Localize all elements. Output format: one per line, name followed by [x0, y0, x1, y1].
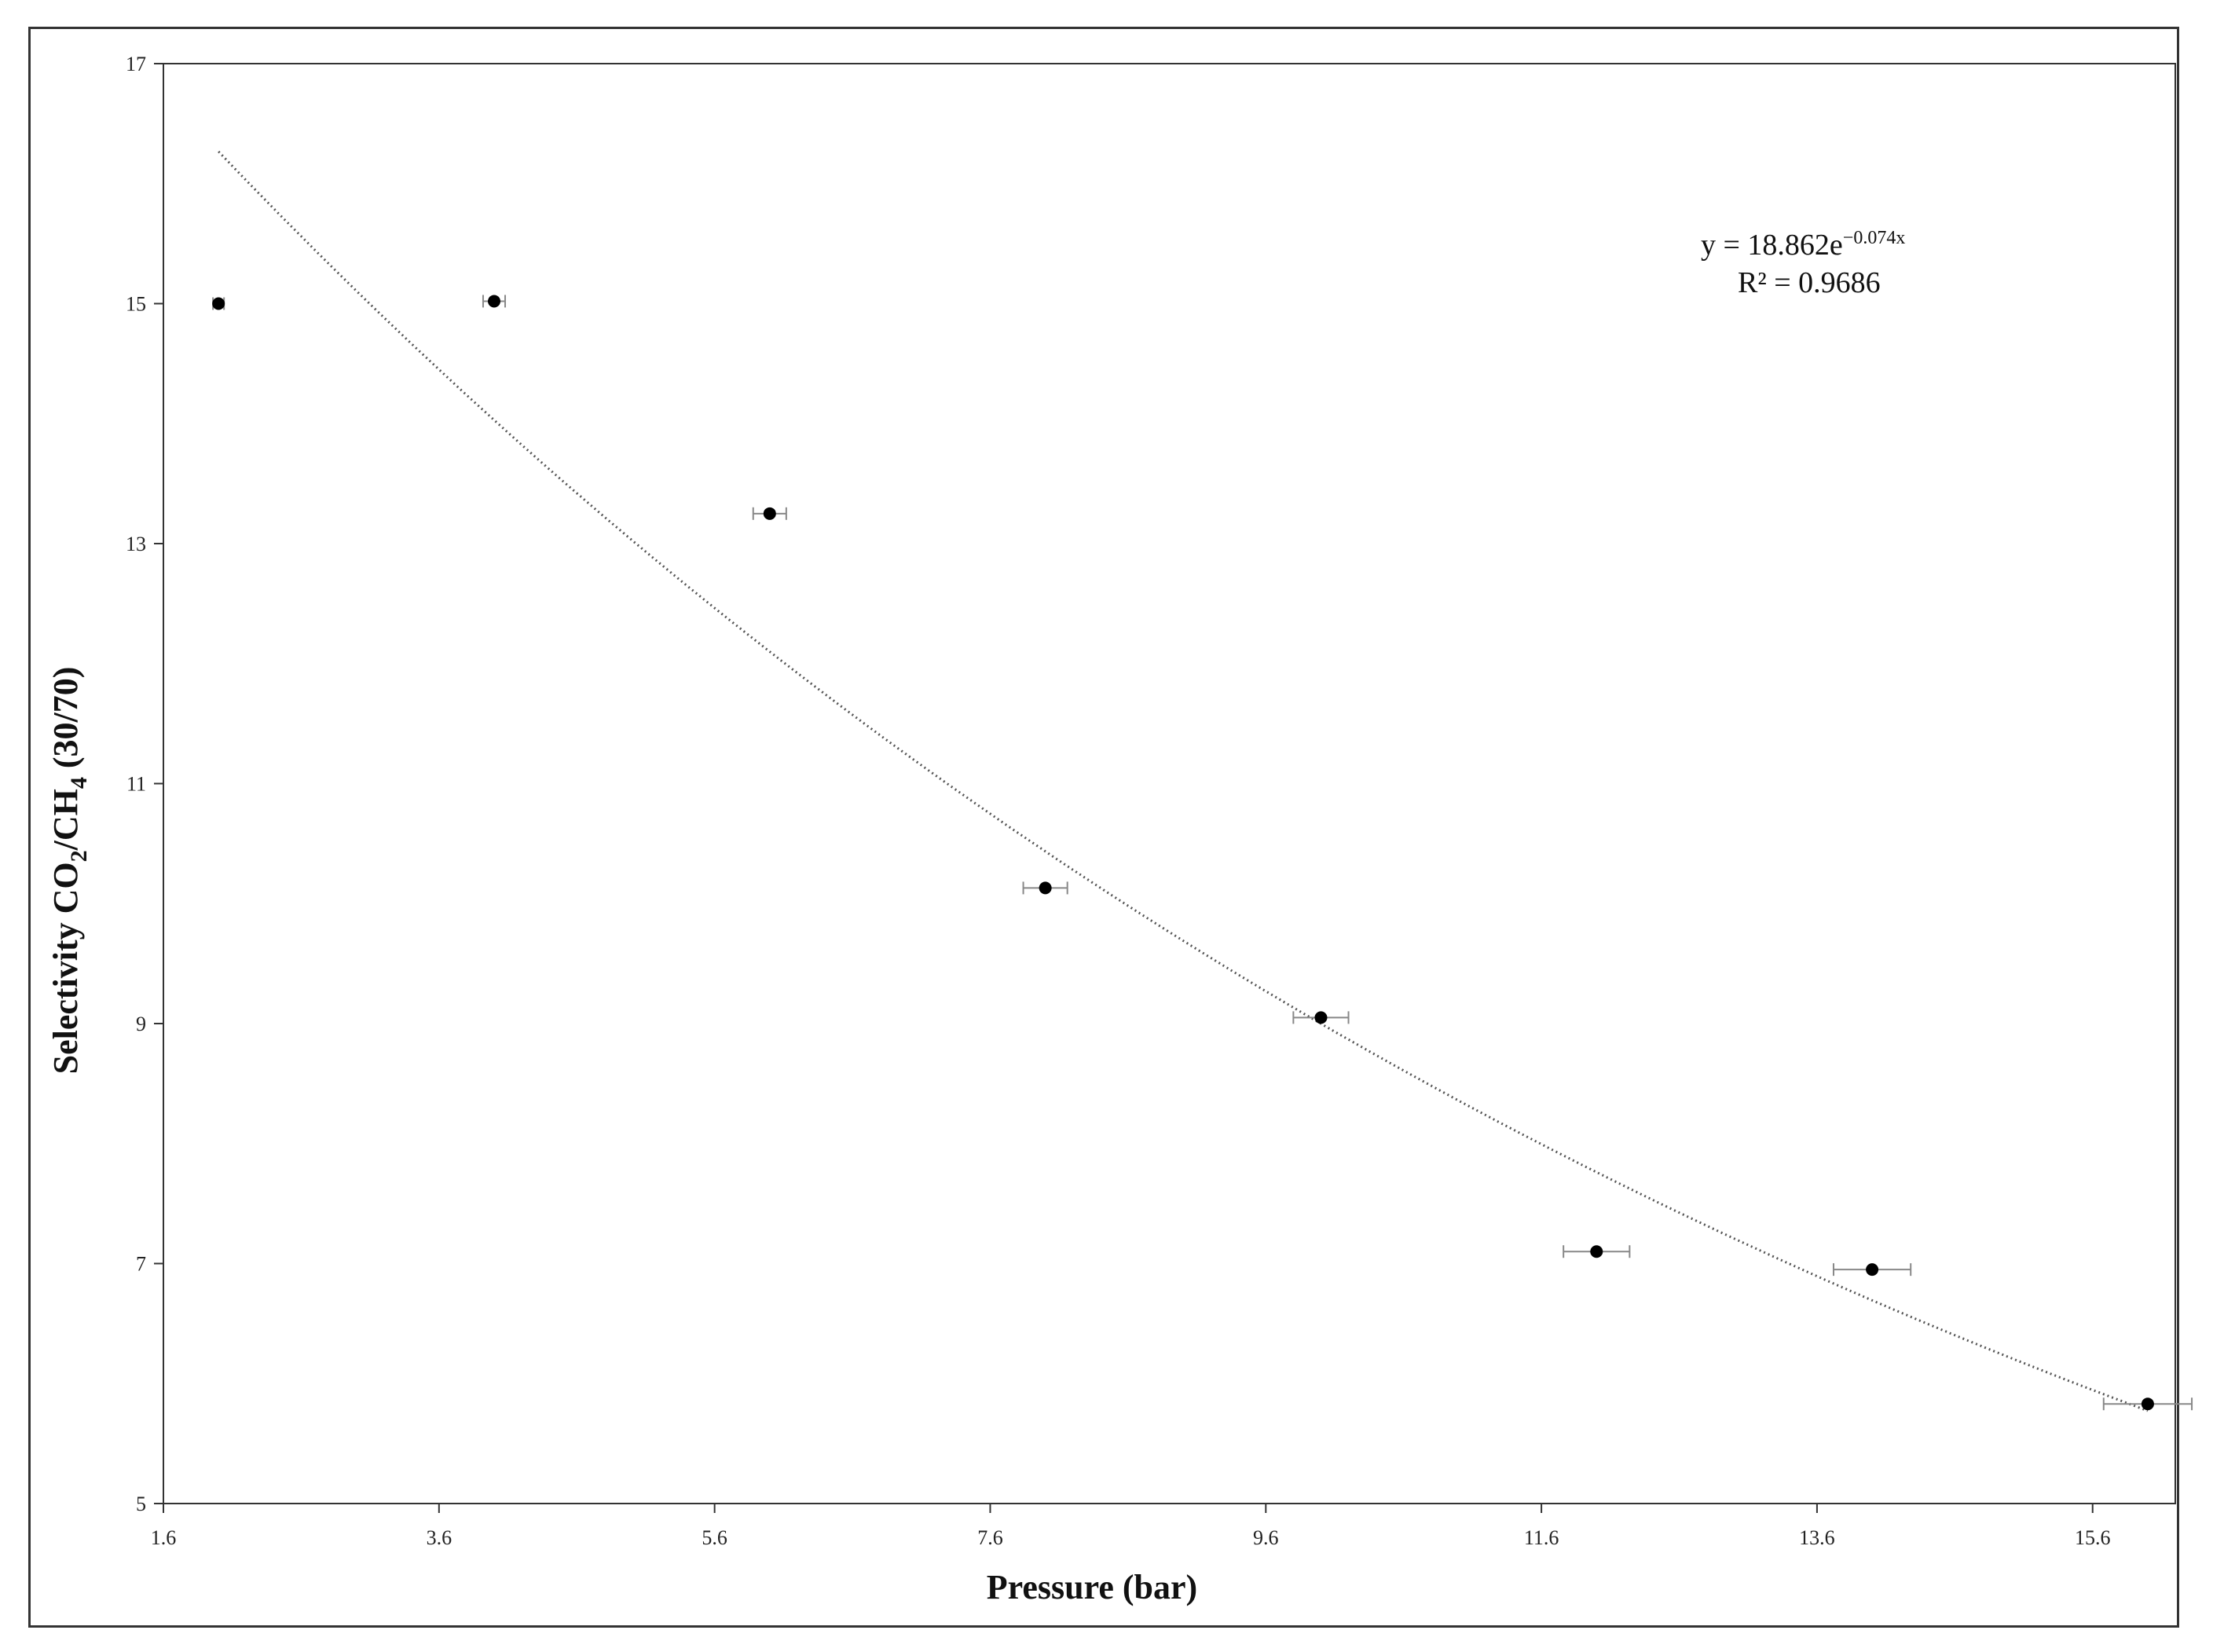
y-tick-label: 5	[136, 1493, 146, 1515]
r-squared-label: R² = 0.9686	[1738, 266, 1881, 299]
x-tick-label: 5.6	[702, 1526, 727, 1549]
y-tick-label: 9	[136, 1013, 146, 1035]
trendline	[218, 150, 2149, 1412]
x-tick-label: 1.6	[151, 1526, 177, 1549]
x-axis-title: Pressure (bar)	[987, 1568, 1197, 1606]
data-point	[212, 297, 225, 310]
x-tick-label: 13.6	[1799, 1526, 1835, 1549]
data-point	[2141, 1397, 2154, 1411]
data-point	[487, 295, 500, 308]
data-point	[1039, 881, 1052, 895]
y-tick-label: 11	[126, 773, 146, 796]
data-points	[212, 295, 2154, 1411]
y-tick-label: 13	[126, 533, 146, 555]
x-tick-label: 11.6	[1524, 1526, 1559, 1549]
y-tick-label: 17	[126, 53, 146, 75]
y-axis-title: Selectivity CO2/CH4 (30/70)	[46, 667, 92, 1075]
chart-frame	[28, 27, 2179, 1628]
x-tick-label: 15.6	[2075, 1526, 2111, 1549]
x-tick-label: 7.6	[977, 1526, 1003, 1549]
x-tick-label: 9.6	[1253, 1526, 1279, 1549]
data-point	[1590, 1245, 1603, 1258]
data-point	[1314, 1011, 1328, 1024]
error-bars	[212, 295, 2193, 1411]
data-point	[1866, 1263, 1879, 1277]
x-tick-label: 3.6	[427, 1526, 452, 1549]
y-tick-label: 15	[126, 293, 146, 316]
x-axis-ticks: 1.6 3.6 5.6 7.6 9.6 11.6 13.6 15.6	[151, 1504, 2111, 1549]
y-axis-ticks: 5 7 9 11 13 15 17	[126, 53, 163, 1515]
data-point	[763, 507, 776, 520]
trendline-equation: y = 18.862e−0.074x	[1701, 228, 1905, 262]
y-tick-label: 7	[136, 1253, 146, 1276]
